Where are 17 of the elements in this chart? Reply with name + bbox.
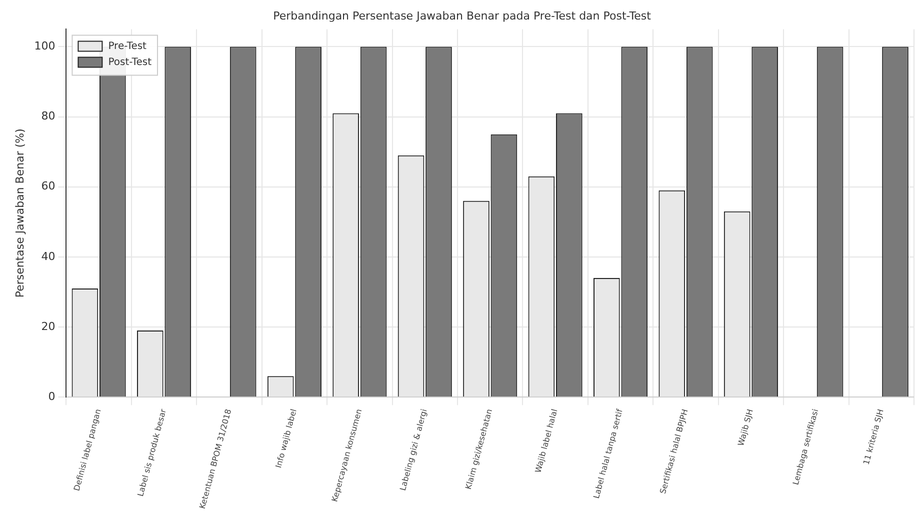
y-tick-label: 0 <box>48 390 56 403</box>
x-tick-label: 11 kriteria SJH <box>862 408 886 466</box>
legend-label: Pre-Test <box>108 40 147 52</box>
x-tick-label: Label sis produk besar <box>136 407 168 498</box>
x-tick-label: Wajib SJH <box>736 408 755 447</box>
y-tick-label: 40 <box>41 250 56 263</box>
x-tick-label: Definisi label pangan <box>72 408 103 492</box>
y-axis-title: Persentase Jawaban Benar (%) <box>13 128 26 298</box>
y-tick-label: 100 <box>34 40 56 53</box>
y-tick-label: 20 <box>41 320 56 333</box>
legend-label: Post-Test <box>108 56 152 68</box>
chart-title: Perbandingan Persentase Jawaban Benar pada Pre-Test dan Post-Test <box>273 9 652 22</box>
y-tick-label: 60 <box>41 180 56 193</box>
x-tick-label: Info wajib label <box>274 408 298 469</box>
x-tick-label: Label halal tanpa sertif <box>592 408 625 500</box>
x-tick-label: Wajib label halal <box>534 408 560 474</box>
y-tick-label: 80 <box>41 110 56 123</box>
